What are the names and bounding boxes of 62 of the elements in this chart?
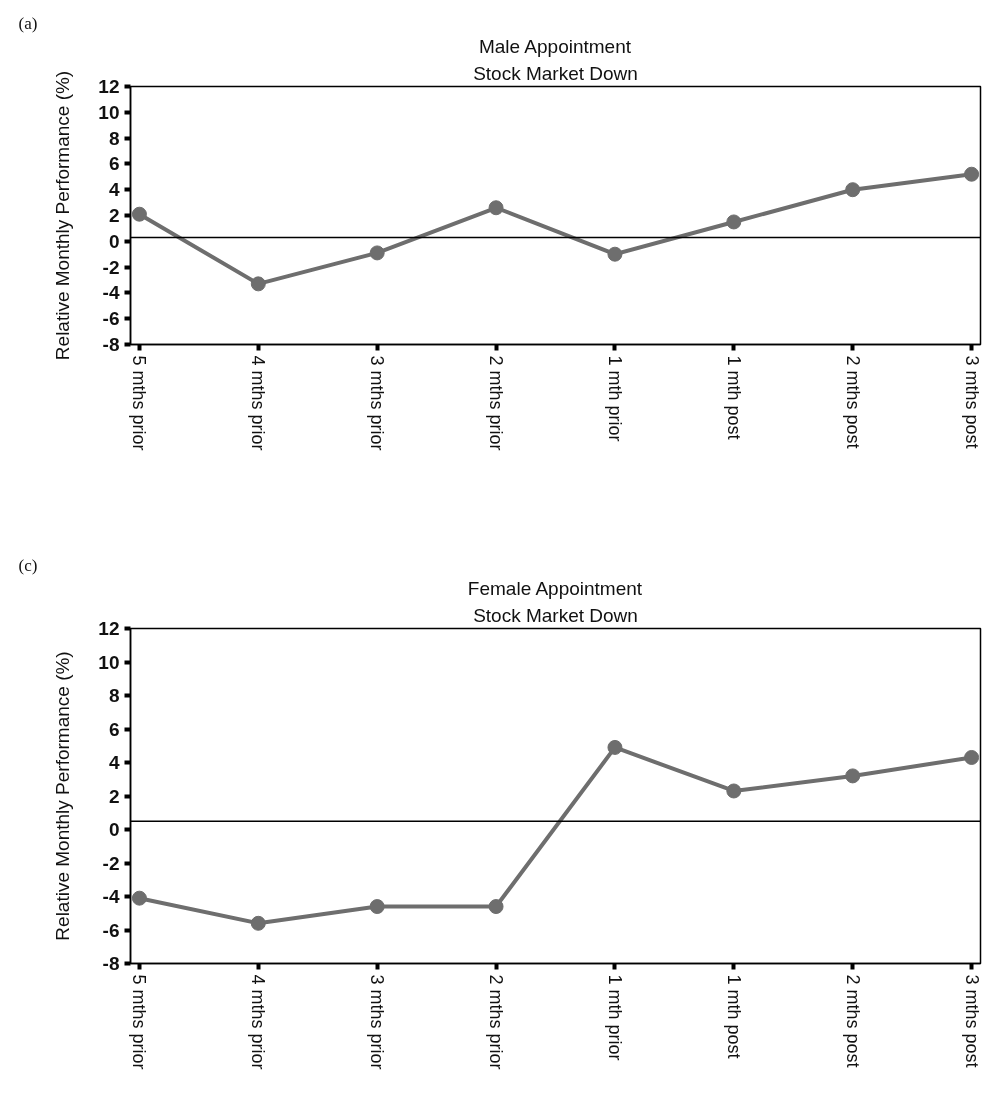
- y-tick-label: -4: [102, 282, 120, 304]
- y-tick-label: -6: [102, 308, 120, 330]
- x-tick-label: 2 mths prior: [486, 355, 507, 451]
- text: (c): [18, 555, 38, 575]
- x-tick-label: 1 mth prior: [604, 974, 625, 1061]
- chart-subtitle: Stock Market Down: [473, 604, 638, 626]
- y-tick-label: 4: [108, 179, 120, 201]
- y-tick-label: 2: [108, 205, 120, 226]
- point: [845, 768, 861, 784]
- y-tick-label: -8: [102, 334, 120, 355]
- point: [369, 899, 385, 915]
- y-tick-label: -6: [102, 919, 120, 941]
- point: [964, 166, 980, 182]
- point: [488, 899, 504, 915]
- point: [964, 749, 980, 765]
- x-tick-label: 1 mth prior: [604, 355, 625, 442]
- x-tick-label: 4 mths prior: [248, 974, 269, 1070]
- x-tick-label: 1 mth post: [723, 355, 744, 440]
- point: [488, 200, 504, 216]
- x-tick-label: 3 mths post: [961, 974, 982, 1068]
- y-tick-label: -4: [102, 886, 120, 907]
- y-tick-label: 0: [108, 230, 120, 252]
- point: [607, 739, 623, 755]
- y-tick-label: 4: [108, 752, 120, 773]
- x-tick-label: 5 mths prior: [129, 974, 150, 1070]
- point: [726, 214, 742, 230]
- y-tick-label: -8: [102, 953, 120, 974]
- x-tick-label: 2 mths prior: [486, 974, 507, 1070]
- x-tick-label: 5 mths prior: [129, 355, 150, 451]
- point: [250, 915, 266, 931]
- point: [369, 245, 385, 261]
- point: [607, 246, 623, 262]
- y-tick-label: -2: [102, 256, 120, 278]
- x-tick-label: 3 mths prior: [367, 974, 388, 1070]
- point: [131, 206, 147, 222]
- chart-title: Female Appointment: [467, 577, 643, 599]
- y-tick-label: 10: [98, 101, 120, 123]
- x-tick-label: 1 mth post: [723, 974, 744, 1059]
- y-tick-label: 2: [108, 785, 120, 807]
- y-tick-label: -2: [102, 852, 120, 874]
- y-tick-label: 6: [108, 718, 120, 740]
- point: [845, 182, 861, 198]
- x-tick-label: 3 mths post: [961, 355, 982, 449]
- y-axis-title: Relative Monthly Performance (%): [52, 70, 74, 361]
- y-tick-label: 8: [108, 685, 120, 706]
- x-tick-label: 3 mths prior: [367, 355, 388, 451]
- text: (a): [18, 13, 38, 33]
- y-axis-title: Relative Monthly Performance (%): [52, 651, 74, 941]
- point: [131, 890, 147, 906]
- y-tick-label: 8: [108, 127, 120, 149]
- x-tick-label: 4 mths prior: [248, 355, 269, 451]
- x-tick-label: 2 mths post: [842, 974, 863, 1068]
- point: [250, 276, 266, 292]
- y-tick-label: 0: [108, 819, 120, 840]
- y-tick-label: 12: [98, 618, 120, 639]
- chart-subtitle: Stock Market Down: [473, 62, 638, 84]
- chart-title: Male Appointment: [478, 35, 632, 57]
- y-tick-label: 12: [98, 76, 120, 97]
- y-tick-label: 6: [108, 153, 120, 175]
- point: [726, 783, 742, 799]
- y-tick-label: 10: [98, 651, 120, 673]
- x-tick-label: 2 mths post: [842, 355, 863, 449]
